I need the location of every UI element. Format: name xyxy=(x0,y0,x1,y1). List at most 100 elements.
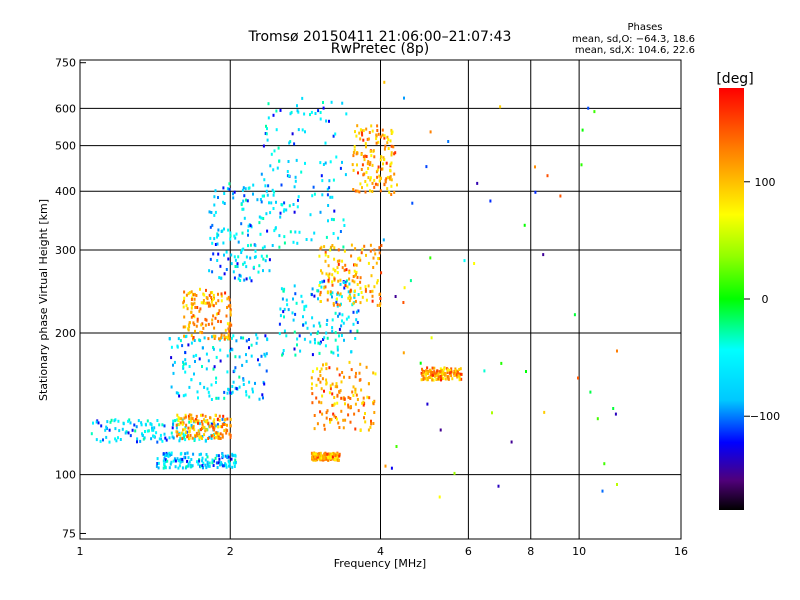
data-point xyxy=(429,130,432,134)
data-point xyxy=(317,457,320,461)
data-point xyxy=(351,390,354,394)
data-point xyxy=(218,337,220,341)
data-point xyxy=(172,371,175,375)
data-point xyxy=(227,334,230,338)
data-point xyxy=(365,365,368,369)
data-point xyxy=(376,124,379,128)
data-point xyxy=(319,293,322,297)
data-point xyxy=(217,396,220,400)
data-point xyxy=(357,257,360,261)
data-point xyxy=(317,377,320,381)
data-point xyxy=(214,189,217,193)
data-point xyxy=(339,282,342,286)
data-point xyxy=(245,390,248,394)
data-point xyxy=(348,282,351,286)
data-point xyxy=(273,229,276,233)
data-point xyxy=(363,244,366,248)
data-point xyxy=(319,342,322,346)
data-point xyxy=(325,331,328,335)
data-point xyxy=(347,413,350,417)
x-axis-ticks: 1 2 4 6 8 10 16 xyxy=(77,545,689,558)
data-point xyxy=(378,251,381,255)
data-point xyxy=(232,454,235,458)
data-point xyxy=(301,300,304,304)
data-point xyxy=(262,380,265,384)
data-point xyxy=(240,251,243,254)
data-point xyxy=(105,425,108,429)
data-point xyxy=(192,336,195,339)
data-point xyxy=(168,466,171,470)
data-point xyxy=(209,257,212,261)
data-point xyxy=(310,238,313,242)
data-point xyxy=(190,290,193,294)
data-point xyxy=(359,276,362,280)
data-point xyxy=(371,299,374,303)
data-point xyxy=(386,187,389,191)
data-point xyxy=(151,426,153,430)
data-point xyxy=(328,276,331,280)
data-point xyxy=(127,431,130,435)
data-point xyxy=(127,419,130,423)
data-point xyxy=(266,229,269,233)
data-point xyxy=(181,422,184,426)
data-point xyxy=(190,311,193,314)
data-point xyxy=(248,380,251,384)
data-point xyxy=(294,353,297,357)
data-point xyxy=(367,261,370,265)
data-point xyxy=(352,301,355,305)
data-point xyxy=(359,286,362,290)
data-point xyxy=(333,277,336,281)
data-point xyxy=(190,298,193,301)
data-point xyxy=(349,397,352,400)
data-point xyxy=(330,418,333,422)
data-point xyxy=(183,427,186,431)
data-point xyxy=(210,398,213,401)
data-point xyxy=(334,331,337,335)
chart-title: Tromsø 20150411 21:06:00–21:07:43 xyxy=(248,29,512,45)
data-point xyxy=(210,296,213,299)
data-point xyxy=(236,262,239,266)
data-point xyxy=(226,417,229,421)
data-point xyxy=(309,213,312,217)
data-point xyxy=(234,236,237,240)
data-point xyxy=(396,183,398,187)
data-point xyxy=(333,414,336,418)
data-point xyxy=(359,137,362,141)
data-point xyxy=(212,367,215,371)
data-point xyxy=(215,396,218,400)
data-point xyxy=(381,133,384,137)
data-point xyxy=(334,416,337,419)
data-point xyxy=(182,432,185,436)
data-point xyxy=(229,349,231,353)
data-point xyxy=(184,438,187,442)
data-point xyxy=(235,232,238,236)
data-point xyxy=(292,297,294,301)
data-point xyxy=(199,465,202,469)
data-point xyxy=(340,334,343,337)
data-point xyxy=(362,396,365,400)
data-point xyxy=(207,390,210,394)
data-point xyxy=(312,451,315,455)
data-point xyxy=(359,258,362,262)
data-point xyxy=(510,440,513,444)
data-point xyxy=(232,334,235,338)
data-point xyxy=(380,167,383,171)
data-point xyxy=(184,452,187,456)
data-point xyxy=(198,436,201,440)
data-point xyxy=(335,417,338,421)
data-point xyxy=(259,198,262,201)
data-point xyxy=(213,423,216,427)
data-point xyxy=(246,199,249,203)
data-point xyxy=(223,429,226,433)
data-point xyxy=(335,300,338,304)
data-point xyxy=(325,235,328,239)
data-point xyxy=(293,185,296,189)
data-point xyxy=(205,420,208,424)
data-point xyxy=(364,180,367,183)
data-point xyxy=(431,378,434,382)
data-point xyxy=(275,200,277,204)
data-point xyxy=(233,255,236,259)
data-point xyxy=(224,462,227,466)
data-point xyxy=(318,351,321,355)
data-point xyxy=(235,387,238,391)
